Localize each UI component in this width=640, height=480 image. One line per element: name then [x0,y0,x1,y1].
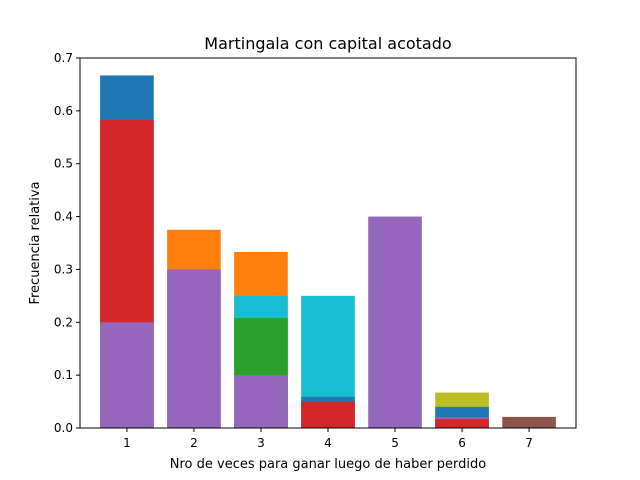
y-tick-label-0.2: 0.2 [54,315,73,329]
x-tick-label-3: 3 [257,436,265,450]
bar-x7-17 [502,416,556,428]
x-tick-label-4: 4 [324,436,332,450]
y-tick-label-0.6: 0.6 [54,104,73,118]
chart-title: Martingala con capital acotado [204,34,451,53]
y-tick-label-0.1: 0.1 [54,368,73,382]
bar-x3-8 [234,375,288,428]
y-axis-label: Frecuencia relativa [28,181,43,304]
x-axis-label: Nro de veces para ganar luego de haber p… [170,457,487,472]
bar-x6-16 [435,419,489,428]
bar-x5-12 [368,216,422,428]
y-tick-label-0.3: 0.3 [54,262,73,276]
bar-x1-2 [100,322,154,428]
y-tick-label-0.7: 0.7 [54,51,73,65]
y-tick-label-0.0: 0.0 [54,421,73,435]
y-tick-label-0.5: 0.5 [54,157,73,171]
x-tick-label-7: 7 [525,436,533,450]
x-axis-ticks: 1 2 3 4 5 6 7 [123,428,533,450]
y-axis-ticks: 0.0 0.1 0.2 0.3 0.4 0.5 0.6 0.7 [54,51,80,435]
x-tick-label-1: 1 [123,436,131,450]
bars-group [100,75,556,428]
y-tick-label-0.4: 0.4 [54,210,73,224]
x-tick-label-6: 6 [458,436,466,450]
x-tick-label-2: 2 [190,436,198,450]
bar-x4-11 [301,401,355,428]
x-tick-label-5: 5 [391,436,399,450]
bar-x2-4 [167,269,221,428]
